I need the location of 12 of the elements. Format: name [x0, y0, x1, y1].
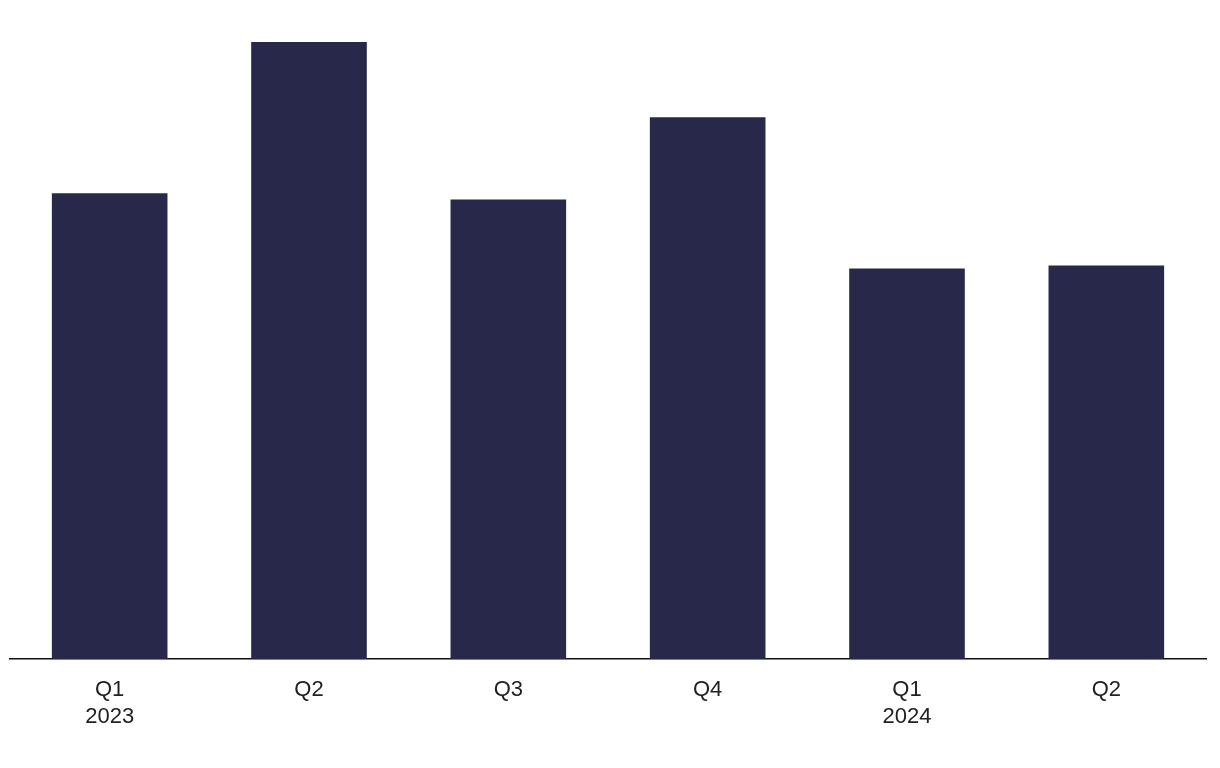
bar	[51, 193, 168, 660]
x-tick-label: Q2	[294, 676, 324, 702]
x-tick-label: Q1 2024	[882, 676, 932, 728]
bar	[649, 117, 766, 660]
bar	[849, 268, 965, 660]
bar	[251, 42, 367, 660]
x-tick-label: Q3	[493, 676, 524, 702]
x-tick-label: Q1 2023	[85, 676, 135, 728]
x-tick-label: Q4	[692, 676, 723, 702]
x-tick-label: Q2	[1091, 676, 1122, 702]
bar	[1048, 265, 1165, 660]
bar	[450, 199, 567, 660]
